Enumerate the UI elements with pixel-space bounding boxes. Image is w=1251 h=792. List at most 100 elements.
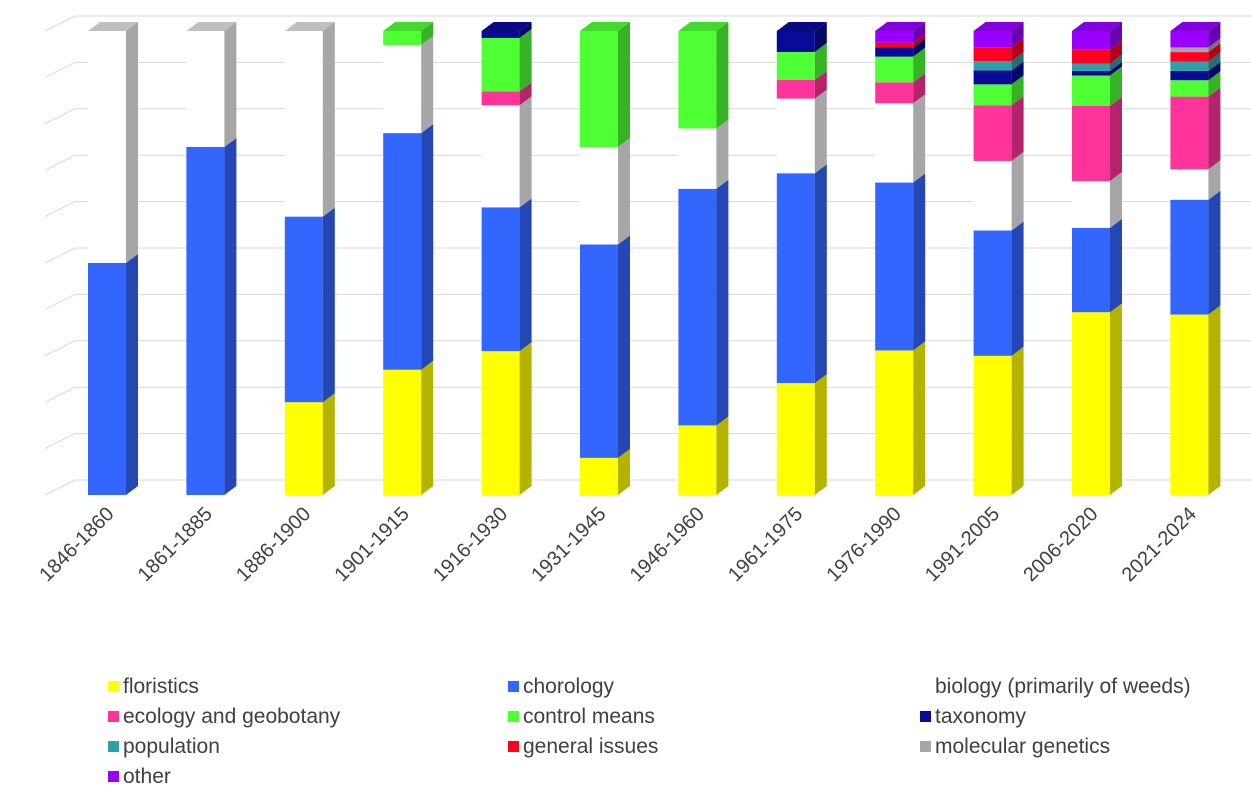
legend-item: taxonomy <box>920 702 1026 732</box>
bar-segment <box>678 119 729 189</box>
gridline-diagonal <box>44 433 76 450</box>
bar-segment <box>88 22 138 263</box>
legend-label: population <box>123 735 220 758</box>
legend-item: general issues <box>508 732 658 762</box>
bar-segment <box>973 221 1024 356</box>
legend-swatch <box>508 741 519 752</box>
legend-swatch <box>920 741 931 752</box>
bar-segment <box>481 22 532 38</box>
bar-segment <box>875 38 926 57</box>
bar-segment <box>481 82 532 106</box>
bar-segment <box>1170 87 1221 170</box>
bar-segment <box>678 179 729 426</box>
bar-segment <box>481 96 532 208</box>
gridline-diagonal <box>44 293 76 310</box>
bar-segment <box>875 73 926 104</box>
gridline-diagonal <box>44 15 76 32</box>
x-tick-label: 1961-1975 <box>724 503 807 586</box>
bar-segment <box>776 22 827 52</box>
x-tick-label: 1946-1960 <box>626 503 709 586</box>
legend-swatch <box>108 741 119 752</box>
stacked-bar-chart: 1846-1860 1861-1885 1886-1900 1901-1915 1916… <box>35 15 1251 586</box>
gridlines <box>44 15 1251 496</box>
bar-segment <box>776 42 827 80</box>
bar-segment <box>284 393 335 495</box>
bar-segment <box>383 124 434 370</box>
legend-item: population <box>108 732 220 762</box>
gridline-diagonal <box>44 61 76 78</box>
bar-segment <box>973 52 1024 71</box>
legend-label: taxonomy <box>935 705 1027 728</box>
gridline-diagonal <box>44 108 76 125</box>
bar-segment <box>1170 71 1221 97</box>
bar-segment <box>383 360 434 495</box>
x-tick-label: 1861-1885 <box>134 503 217 586</box>
bar-segment <box>875 47 926 83</box>
bar-segment <box>1072 61 1122 76</box>
legend-label: molecular genetics <box>935 735 1111 758</box>
bars <box>88 22 1221 495</box>
bar-segment <box>284 207 335 403</box>
bar-segment <box>973 151 1024 231</box>
x-tick-label: 1846-1860 <box>35 503 118 586</box>
bar-segment <box>1170 43 1221 62</box>
legend-label: biology (primarily of weeds) <box>935 675 1191 698</box>
gridline-diagonal <box>44 386 76 403</box>
legend-swatch <box>108 711 119 722</box>
legend-label: control means <box>523 705 655 728</box>
x-tick-label: 1901-1915 <box>331 503 414 586</box>
x-tick-label: 1886-1900 <box>232 503 315 586</box>
bar-segment <box>776 89 827 174</box>
bar-segment <box>580 22 630 147</box>
bar-segment <box>875 173 926 351</box>
bar-segment <box>1072 218 1122 313</box>
gridline-diagonal <box>44 201 76 218</box>
bar-segment <box>284 22 335 217</box>
bar-segment <box>678 22 729 129</box>
bar-segment <box>875 33 926 48</box>
bar-segment <box>1072 66 1122 106</box>
legend-item: chorology <box>508 672 614 702</box>
bar-segment <box>973 38 1024 62</box>
legend-swatch <box>508 681 519 692</box>
x-tick-label: 1976-1990 <box>823 503 906 586</box>
legend-label: other <box>123 765 171 788</box>
bar-segment <box>776 374 827 495</box>
x-tick-label: 2006-2020 <box>1019 503 1102 586</box>
bar-segment <box>88 254 138 495</box>
bar-segment <box>1072 303 1122 495</box>
bar-segment <box>580 235 630 458</box>
legend-swatch <box>920 711 931 722</box>
legend-item: biology (primarily of weeds) <box>920 672 1191 702</box>
bar-segment <box>1170 190 1221 315</box>
bar-segment <box>186 138 237 495</box>
legend-item: ecology and geobotany <box>108 702 340 732</box>
bar-segment <box>1072 40 1122 64</box>
bar-segment <box>776 70 827 99</box>
bar-segment <box>580 138 630 245</box>
x-tick-label: 1916-1930 <box>429 503 512 586</box>
legend-label: general issues <box>523 735 659 758</box>
bar-segment <box>1072 171 1122 228</box>
bar-segment <box>383 22 434 45</box>
legend-swatch <box>508 711 519 722</box>
legend-swatch <box>920 681 931 692</box>
legend-item: other <box>108 762 171 792</box>
x-tick-label: 2021-2024 <box>1118 503 1201 586</box>
gridline-diagonal <box>44 340 76 357</box>
legend-item: molecular genetics <box>920 732 1110 762</box>
legend-item: control means <box>508 702 655 732</box>
bar-segment <box>1072 22 1122 50</box>
gridline-diagonal <box>44 154 76 171</box>
bar-segment <box>875 341 926 495</box>
legend-label: floristics <box>123 675 199 698</box>
bar-segment <box>1170 160 1221 200</box>
bar-segment <box>481 28 532 92</box>
legend-swatch <box>108 681 119 692</box>
bar-segment <box>1072 54 1122 71</box>
bar-segment <box>186 22 237 147</box>
bar-segment <box>383 35 434 134</box>
bar-segment <box>1170 38 1221 53</box>
x-axis-labels: 1846-1860 1861-1885 1886-1900 1901-1915 1916… <box>35 503 1201 586</box>
legend-label: ecology and geobotany <box>123 705 341 728</box>
